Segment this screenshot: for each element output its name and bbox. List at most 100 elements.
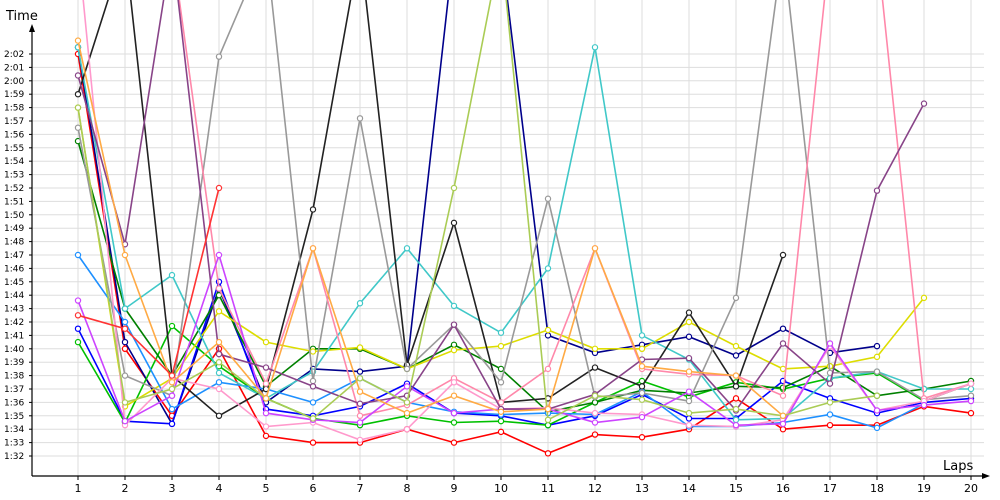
data-point [685,388,693,395]
data-point [356,419,364,426]
y-tick-label: 1:59 [4,90,24,100]
data-point [168,322,176,330]
data-point [262,423,270,430]
data-point [450,341,458,348]
data-point [779,420,787,428]
y-tick-label: 1:39 [4,358,24,368]
data-point [497,399,505,406]
x-tick-label: 14 [682,482,696,495]
data-point [967,385,975,393]
data-point [638,345,646,352]
series-line [77,40,784,417]
y-tick-label: 1:35 [4,412,24,422]
series-17 [74,184,223,379]
data-point [262,364,270,371]
data-point [309,415,317,422]
x-tick-label: 4 [216,482,223,495]
data-point [497,379,505,386]
y-tick-label: 1:52 [4,184,24,194]
data-point [591,419,599,426]
data-point [74,338,82,346]
x-tick-label: 6 [310,482,317,495]
data-point [74,325,82,332]
data-point [779,412,787,419]
data-point [168,385,176,393]
data-point [873,353,881,361]
data-point [497,329,505,336]
y-tick-label: 1:58 [4,104,24,114]
data-point [403,426,411,433]
y-tick-label: 1:50 [4,211,24,221]
data-point [591,399,599,406]
x-tick-label: 1 [75,482,82,495]
data-point [685,421,693,429]
y-tick-label: 1:55 [4,144,24,154]
data-point [967,409,975,417]
y-tick-label: 2:01 [4,63,24,73]
data-point [121,251,129,259]
data-point [403,245,411,252]
data-point [544,450,552,457]
data-point [403,365,411,373]
y-tick-label: 1:40 [4,345,24,355]
data-point [685,368,693,375]
data-point [215,359,223,366]
x-tick-label: 18 [870,482,884,495]
data-point [920,401,928,409]
data-point [309,348,317,355]
data-point [732,383,740,390]
x-tick-labels: 1 2 3 4 5 6 7 8 9 10 11 12 13 14 15 16 17 18 19 20 [75,476,978,495]
y-tick-label: 1:42 [4,318,24,328]
grid [32,0,984,476]
data-point [779,426,787,433]
data-point [168,392,176,399]
series-line [77,53,972,455]
data-point [121,399,129,406]
x-tick-label: 19 [917,482,931,495]
data-point [967,380,975,387]
data-point [873,187,881,194]
series-6 [74,104,928,410]
series-line [178,0,972,417]
y-tick-label: 1:45 [4,278,24,288]
y-tick-label: 1:43 [4,305,24,315]
data-point [685,415,693,422]
data-point [215,308,223,315]
data-point [920,294,928,302]
data-point [638,389,646,397]
data-point [450,346,458,354]
y-tick-label: 1:46 [4,264,24,274]
data-point [309,377,317,385]
y-tick-label: 1:48 [4,238,24,248]
data-point [685,354,693,362]
data-point [920,100,928,107]
series-line [77,47,971,421]
y-tick-label: 1:47 [4,251,24,261]
y-tick-label: 1:33 [4,439,24,449]
x-tick-label: 15 [729,482,743,495]
data-point [591,44,599,51]
data-point [74,104,82,111]
data-point [638,383,646,390]
y-tick-label: 1:49 [4,224,24,234]
data-point [450,321,458,328]
data-point [168,372,176,379]
series-1 [74,50,975,457]
data-point [309,399,317,406]
data-point [638,413,646,421]
data-point [262,395,270,402]
data-point [309,245,317,252]
series-12 [82,0,975,444]
data-point [591,345,599,352]
data-point [74,90,82,98]
data-point [262,409,270,417]
data-point [450,219,458,227]
data-point [450,392,458,399]
y-tick-labels: 1:32 1:33 1:34 1:35 1:36 1:37 1:38 1:39 1:40 1:41… [4,50,32,462]
data-point [826,340,834,347]
x-tick-label: 3 [169,482,176,495]
x-tick-label: 8 [404,482,411,495]
data-point [356,300,364,307]
x-tick-label: 17 [823,482,837,495]
